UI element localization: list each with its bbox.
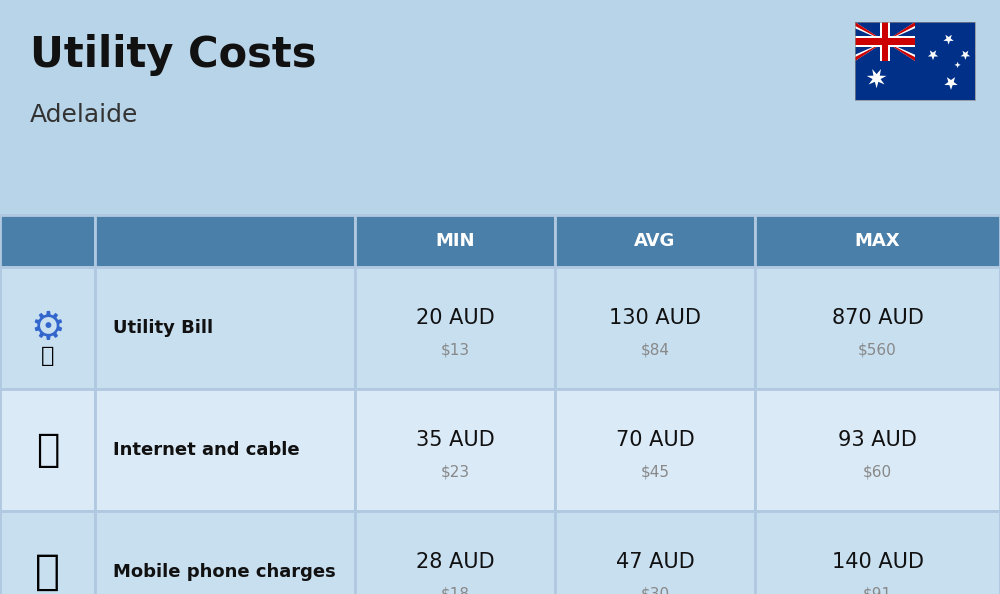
Text: $13: $13 [440, 343, 470, 358]
Text: $91: $91 [863, 586, 892, 594]
Bar [95, 215, 355, 267]
Bar [0, 215, 95, 267]
Bar [855, 22, 975, 100]
Bar [855, 22, 975, 100]
Bar [95, 389, 355, 511]
Text: AVG: AVG [634, 232, 676, 250]
Bar [95, 511, 355, 594]
Bar [855, 36, 915, 48]
Text: MIN: MIN [435, 232, 475, 250]
Polygon shape [855, 22, 915, 61]
Text: Utility Bill: Utility Bill [113, 319, 213, 337]
Text: 870 AUD: 870 AUD [832, 308, 923, 328]
Text: 130 AUD: 130 AUD [609, 308, 701, 328]
Text: 28 AUD: 28 AUD [416, 552, 494, 572]
Bar [755, 215, 1000, 267]
Text: MAX: MAX [855, 232, 900, 250]
Bar [882, 22, 888, 61]
Polygon shape [944, 77, 958, 90]
Polygon shape [961, 50, 970, 60]
Polygon shape [855, 22, 915, 61]
Bar [0, 267, 95, 389]
Text: Internet and cable: Internet and cable [113, 441, 300, 459]
Text: Adelaide: Adelaide [30, 103, 138, 127]
Text: 🔌: 🔌 [41, 346, 54, 366]
Polygon shape [954, 62, 961, 68]
Bar [95, 267, 355, 389]
Bar [0, 511, 95, 594]
Bar [555, 389, 755, 511]
Bar [355, 267, 555, 389]
Bar [555, 267, 755, 389]
Bar [555, 511, 755, 594]
Polygon shape [928, 50, 938, 60]
Text: $30: $30 [640, 586, 670, 594]
Text: $60: $60 [863, 465, 892, 479]
Bar [755, 267, 1000, 389]
Text: 47 AUD: 47 AUD [616, 552, 694, 572]
Bar [755, 511, 1000, 594]
Text: 140 AUD: 140 AUD [832, 552, 924, 572]
Text: $45: $45 [640, 465, 670, 479]
Bar [355, 511, 555, 594]
Text: Mobile phone charges: Mobile phone charges [113, 563, 336, 581]
Text: $560: $560 [858, 343, 897, 358]
Polygon shape [867, 69, 886, 89]
Polygon shape [943, 34, 954, 45]
Text: Utility Costs: Utility Costs [30, 34, 316, 76]
Text: 📡: 📡 [36, 431, 59, 469]
Text: 35 AUD: 35 AUD [416, 430, 494, 450]
Text: $18: $18 [440, 586, 470, 594]
Text: $23: $23 [440, 465, 470, 479]
Bar [880, 22, 890, 61]
Text: ⚙: ⚙ [30, 309, 65, 347]
Text: $84: $84 [640, 343, 670, 358]
Text: 📱: 📱 [35, 551, 60, 593]
Polygon shape [855, 22, 915, 61]
Bar [555, 215, 755, 267]
Text: 93 AUD: 93 AUD [838, 430, 917, 450]
Bar [0, 389, 95, 511]
Bar [755, 389, 1000, 511]
Polygon shape [855, 22, 915, 61]
Bar [355, 389, 555, 511]
Bar [855, 38, 915, 45]
Bar [355, 215, 555, 267]
Text: 70 AUD: 70 AUD [616, 430, 694, 450]
Text: 20 AUD: 20 AUD [416, 308, 494, 328]
